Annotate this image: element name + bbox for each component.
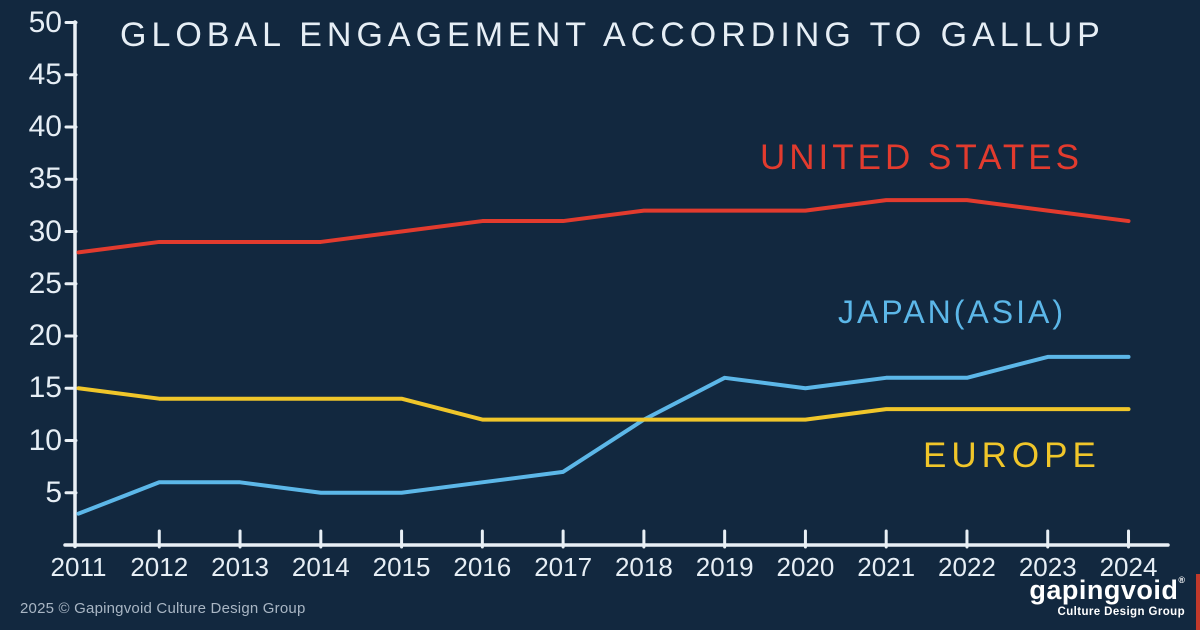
x-axis-tick-label: 2012 [130,552,189,582]
y-axis-tick-label: 45 [28,57,62,91]
x-axis-tick-label: 2016 [453,552,512,582]
y-axis-tick-label: 40 [28,110,62,143]
gapingvoid-logo: gapingvoid® Culture Design Group [1029,576,1185,619]
series-line-japan-asia [76,354,1131,516]
copyright-text: 2025 © Gapingvoid Culture Design Group [20,600,306,617]
y-axis-tick-label: 20 [28,319,62,352]
x-axis-tick-label: 2011 [50,552,107,582]
logo-wordmark: gapingvoid [1029,575,1179,605]
x-axis-tick-label: 2024 [1099,552,1158,582]
chart-title: GLOBAL ENGAGEMENT ACCORDING TO GALLUP [120,16,1105,54]
logo-tagline: Culture Design Group [1057,606,1185,618]
x-axis-tick-label: 2015 [372,552,431,582]
x-axis-tick-label: 2023 [1018,552,1077,582]
registered-mark-icon: ® [1178,575,1185,585]
y-axis-tick-label: 50 [28,5,62,39]
x-axis-tick-label: 2019 [695,552,754,582]
series-label-united-states: UNITED STATES [760,138,1083,177]
y-axis-tick-label: 35 [28,162,62,196]
series-label-europe: EUROPE [923,436,1101,475]
logo-accent-strip [1196,574,1200,630]
y-axis-tick-label: 25 [28,266,62,300]
series-line-united-states [76,198,1131,255]
y-axis-tick-label: 15 [28,371,62,405]
y-axis-tick-label: 10 [28,423,62,457]
y-axis-tick-label: 5 [45,475,62,509]
x-axis-tick-label: 2021 [857,552,916,582]
x-axis-tick-label: 2014 [291,552,350,582]
x-axis-tick-label: 2013 [211,552,269,582]
y-axis-tick-label: 30 [28,214,62,248]
series-line-europe [76,386,1131,422]
x-axis-tick-label: 2020 [776,552,835,582]
series-label-japan-asia: JAPAN(ASIA) [838,294,1066,330]
x-axis-tick-label: 2017 [534,552,593,582]
x-axis-tick-label: 2018 [614,552,673,582]
x-axis-tick-label: 2022 [938,552,996,582]
